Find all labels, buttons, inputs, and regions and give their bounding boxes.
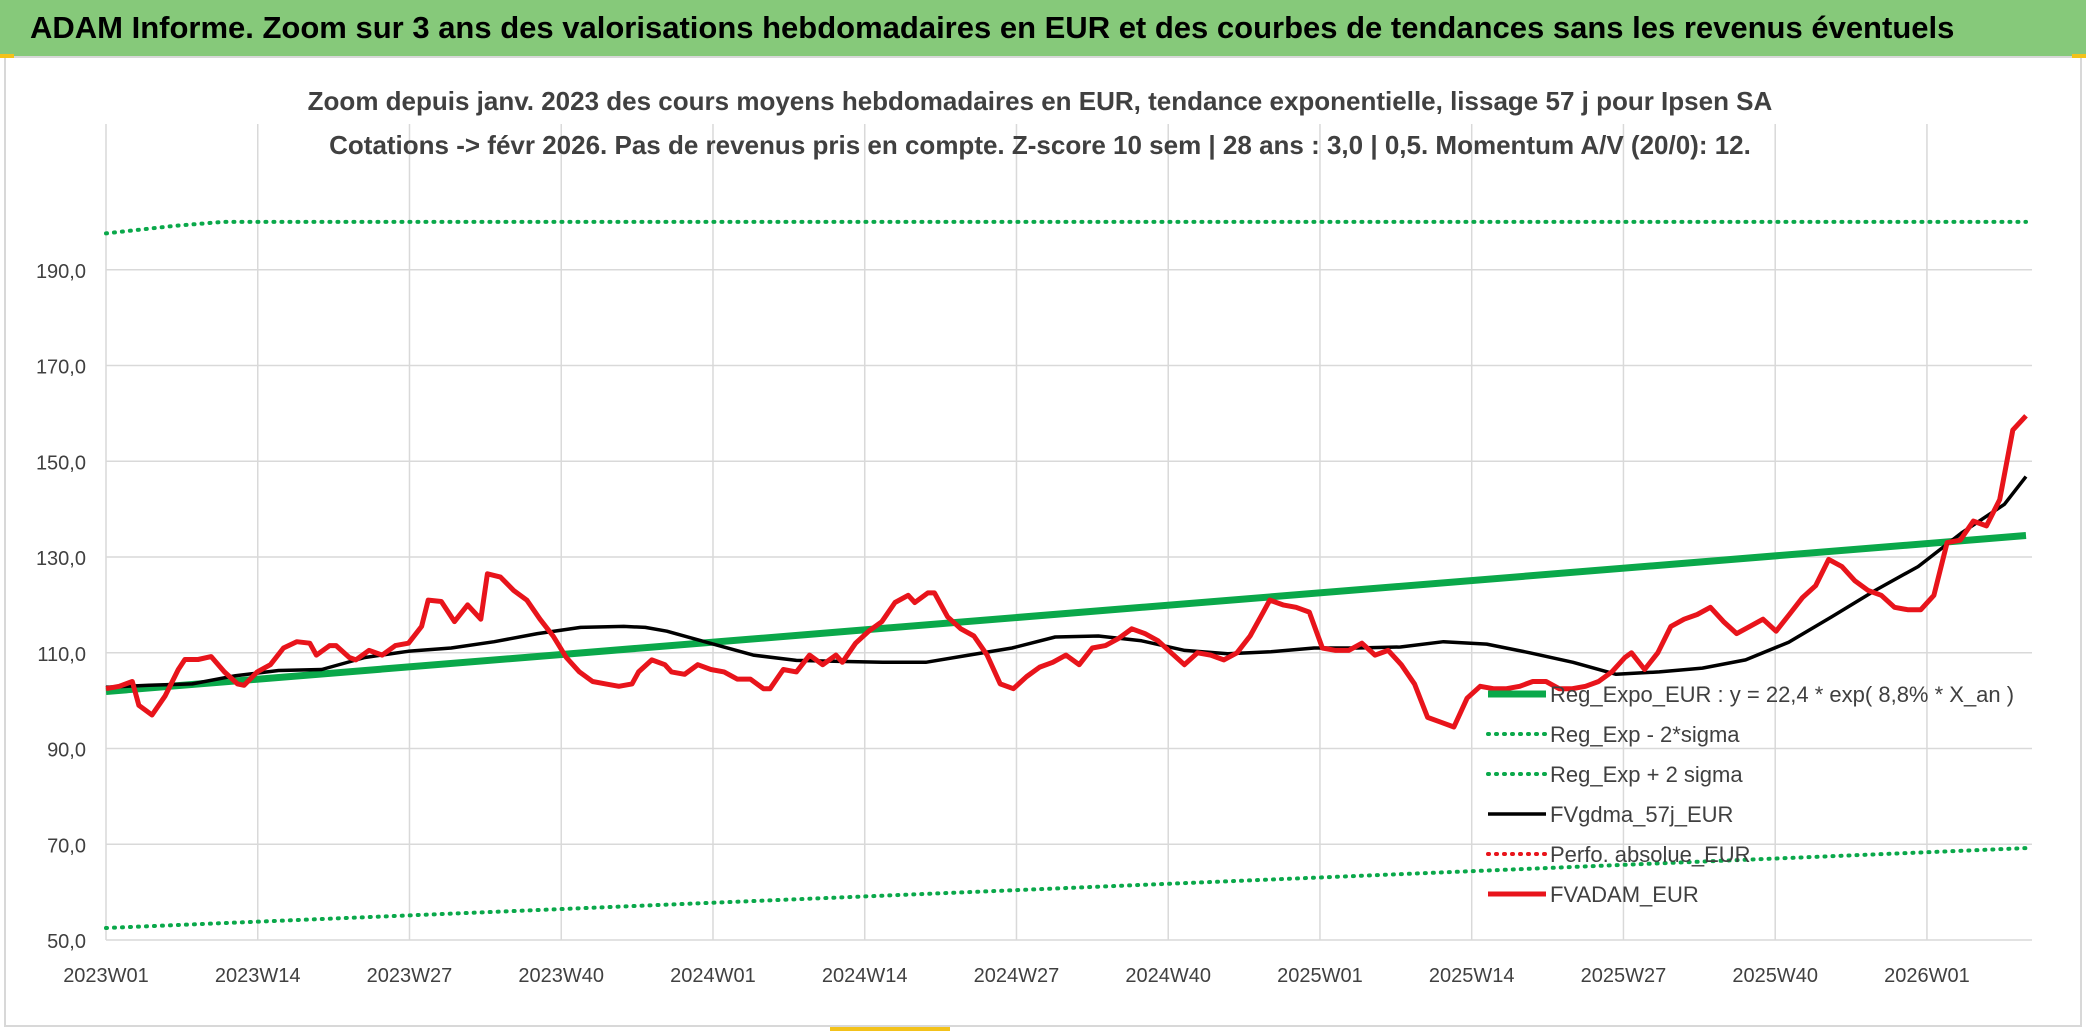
series-lines [104,219,2028,930]
series-line-3 [105,475,2028,689]
report-title: ADAM Informe. Zoom sur 3 ans des valoris… [30,10,1955,45]
legend-label-4: Perfo. absolue_EUR [1550,842,1751,867]
x-tick-label: 2023W01 [63,965,149,987]
legend-label-5: FVADAM_EUR [1550,882,1699,907]
axis-labels: 50,0 70,0 90,0 110,0 130,0 150,0 170,0 190,0 202… [36,261,1970,987]
y-tick-label: 150,0 [36,452,86,474]
y-tick-label: 50,0 [47,931,86,953]
corner-mark-bottom-center [830,1027,950,1031]
x-tick-label: 2025W40 [1732,965,1818,987]
x-tick-label: 2025W27 [1581,965,1667,987]
x-tick-label: 2025W14 [1429,965,1515,987]
legend-label-0: Reg_Expo_EUR : y = 22,4 * exp( 8,8% * X_… [1550,682,2014,707]
series-line-5 [105,414,2028,730]
legend-label-2: Reg_Exp + 2 sigma [1550,762,1743,787]
x-tick-label: 2025W01 [1277,965,1363,987]
chart-frame [4,56,2082,1027]
x-tick-label: 2026W01 [1884,965,1970,987]
y-tick-label: 130,0 [36,548,86,570]
x-tick-label: 2024W14 [822,965,908,987]
series-line-2 [104,219,2028,236]
x-tick-label: 2023W27 [367,965,453,987]
y-tick-label: 70,0 [47,835,86,857]
report-banner: ADAM Informe. Zoom sur 3 ans des valoris… [0,0,2086,56]
x-tick-label: 2023W40 [518,965,604,987]
legend: Reg_Expo_EUR : y = 22,4 * exp( 8,8% * X_… [1486,682,2014,907]
y-tick-label: 90,0 [47,740,86,762]
y-tick-label: 190,0 [36,261,86,283]
x-tick-label: 2024W27 [974,965,1060,987]
y-tick-label: 170,0 [36,357,86,379]
y-tick-label: 110,0 [37,644,86,666]
grid-lines [105,124,2032,941]
series-line-0 [105,532,2027,695]
series-line-1 [104,846,2028,930]
corner-mark-top-right [2072,54,2086,58]
x-tick-label: 2023W14 [215,965,301,987]
chart-subtitle: Cotations -> févr 2026. Pas de revenus p… [329,130,1751,160]
x-tick-label: 2024W40 [1125,965,1211,987]
chart-title: Zoom depuis janv. 2023 des cours moyens … [308,86,1773,116]
corner-mark-top-left [0,54,14,58]
chart-titles: Zoom depuis janv. 2023 des cours moyens … [308,86,1773,160]
legend-label-3: FVgdma_57j_EUR [1550,802,1733,827]
legend-label-1: Reg_Exp - 2*sigma [1550,722,1740,747]
x-tick-label: 2024W01 [670,965,756,987]
